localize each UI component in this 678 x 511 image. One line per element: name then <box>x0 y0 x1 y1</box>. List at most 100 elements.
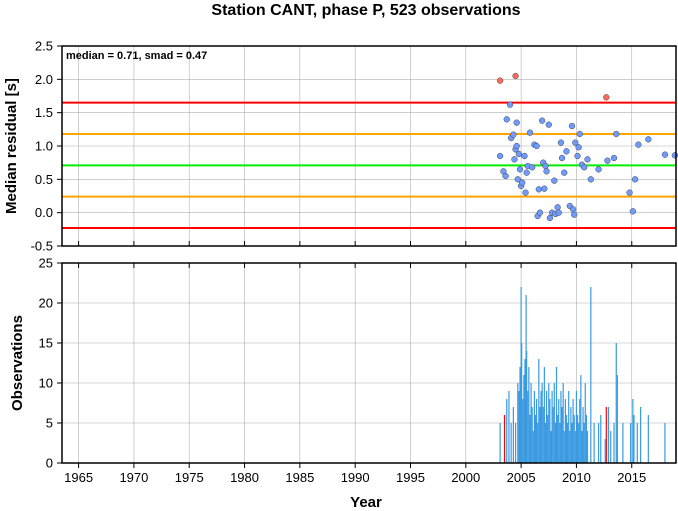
observations-y-axis-label: Observations <box>9 315 26 411</box>
observation-bar <box>553 383 555 463</box>
observation-bar <box>647 415 649 463</box>
year-tick-label: 1995 <box>396 470 425 485</box>
observation-bar <box>508 391 510 463</box>
residual-point <box>576 130 583 138</box>
residual-point <box>502 172 509 180</box>
year-tick-label: 1990 <box>341 470 370 485</box>
observation-bar <box>551 391 553 463</box>
observation-bar <box>528 367 530 463</box>
observation-bar <box>622 423 624 463</box>
observation-bar <box>613 423 615 463</box>
observation-bar <box>600 415 602 463</box>
observation-bar <box>531 407 533 463</box>
observation-bar <box>539 407 541 463</box>
observation-bar <box>559 423 561 463</box>
observation-bar <box>568 391 570 463</box>
observations-y-tick-label: 25 <box>39 256 53 271</box>
year-tick-label: 2000 <box>451 470 480 485</box>
observation-bar <box>582 407 584 463</box>
residual-point <box>574 152 581 160</box>
observation-bar <box>581 431 583 463</box>
residual-point <box>671 152 678 159</box>
observation-bar <box>564 399 566 463</box>
residual-threshold-lines <box>62 101 676 229</box>
observation-bar <box>630 423 632 463</box>
residual-point <box>506 101 514 108</box>
residual-point <box>543 168 550 175</box>
year-tick-label: 1985 <box>285 470 314 485</box>
residual-point <box>535 186 542 193</box>
observation-bar <box>524 359 526 463</box>
residual-point <box>522 189 529 196</box>
residual-point <box>561 169 568 176</box>
residual-y-tick-label: 1.5 <box>35 105 53 120</box>
residual-y-tick-label: -0.5 <box>31 239 53 254</box>
observation-bar <box>554 423 557 463</box>
residual-point <box>555 209 562 216</box>
residual-point <box>513 119 520 126</box>
observation-bar <box>573 415 575 463</box>
residual-y-tick-label: 0.5 <box>35 172 53 187</box>
residual-point <box>610 154 618 162</box>
observation-bar <box>632 399 634 463</box>
observation-bar <box>576 415 579 463</box>
observation-bar <box>532 431 534 463</box>
residual-point <box>558 154 566 162</box>
residual-point <box>629 208 637 215</box>
observation-bar <box>586 431 589 463</box>
observation-bar <box>521 343 523 463</box>
observation-bar <box>534 415 537 463</box>
observation-bar <box>572 399 574 463</box>
observation-bar <box>585 415 587 463</box>
residual-point <box>613 130 620 138</box>
observations-y-ticks: 0 5 10 15 20 25 <box>39 256 62 471</box>
residual-point <box>661 151 669 158</box>
observation-bar <box>552 407 554 463</box>
residual-point <box>523 169 530 176</box>
outlier-bar <box>605 407 607 463</box>
residual-y-tick-label: 2.5 <box>35 39 53 54</box>
observation-bar <box>514 423 517 463</box>
observation-bar <box>548 383 550 463</box>
observation-bar <box>583 423 585 463</box>
outlier-bar <box>503 415 506 463</box>
outlier-point <box>496 77 504 84</box>
observation-bar <box>569 431 571 463</box>
observation-bar <box>549 399 551 463</box>
observation-bar <box>526 351 528 463</box>
residual-point <box>521 152 528 160</box>
year-tick-label: 2010 <box>562 470 591 485</box>
residual-point <box>581 164 588 171</box>
observation-bar <box>636 423 638 463</box>
year-tick-label: 1980 <box>230 470 259 485</box>
year-tick-label: 1965 <box>64 470 93 485</box>
observation-bar <box>575 391 578 463</box>
observation-bar <box>570 407 572 463</box>
observation-bar <box>537 423 539 463</box>
observation-bar <box>550 431 552 463</box>
residual-point <box>554 204 561 211</box>
residual-point <box>557 139 565 146</box>
residual-point <box>635 141 642 148</box>
observation-bar <box>527 391 529 463</box>
observation-bar <box>563 431 565 463</box>
residual-point <box>604 157 611 164</box>
residual-point <box>587 176 594 183</box>
residual-point <box>626 189 633 196</box>
observation-bar <box>574 431 576 463</box>
observation-bar <box>597 423 600 463</box>
residual-point <box>569 206 577 213</box>
residual-points <box>496 72 678 222</box>
residual-point <box>536 209 544 216</box>
observation-bar <box>604 439 606 463</box>
observation-bar <box>506 399 508 463</box>
residual-point <box>595 166 602 173</box>
observation-bar <box>512 407 514 463</box>
residual-point <box>511 156 518 163</box>
observation-bar <box>523 375 525 463</box>
observation-bar <box>560 391 562 463</box>
observation-bar <box>533 391 535 463</box>
observation-bar <box>579 399 581 463</box>
chart-title: Station CANT, phase P, 523 observations <box>211 2 520 19</box>
residual-point <box>542 162 549 170</box>
